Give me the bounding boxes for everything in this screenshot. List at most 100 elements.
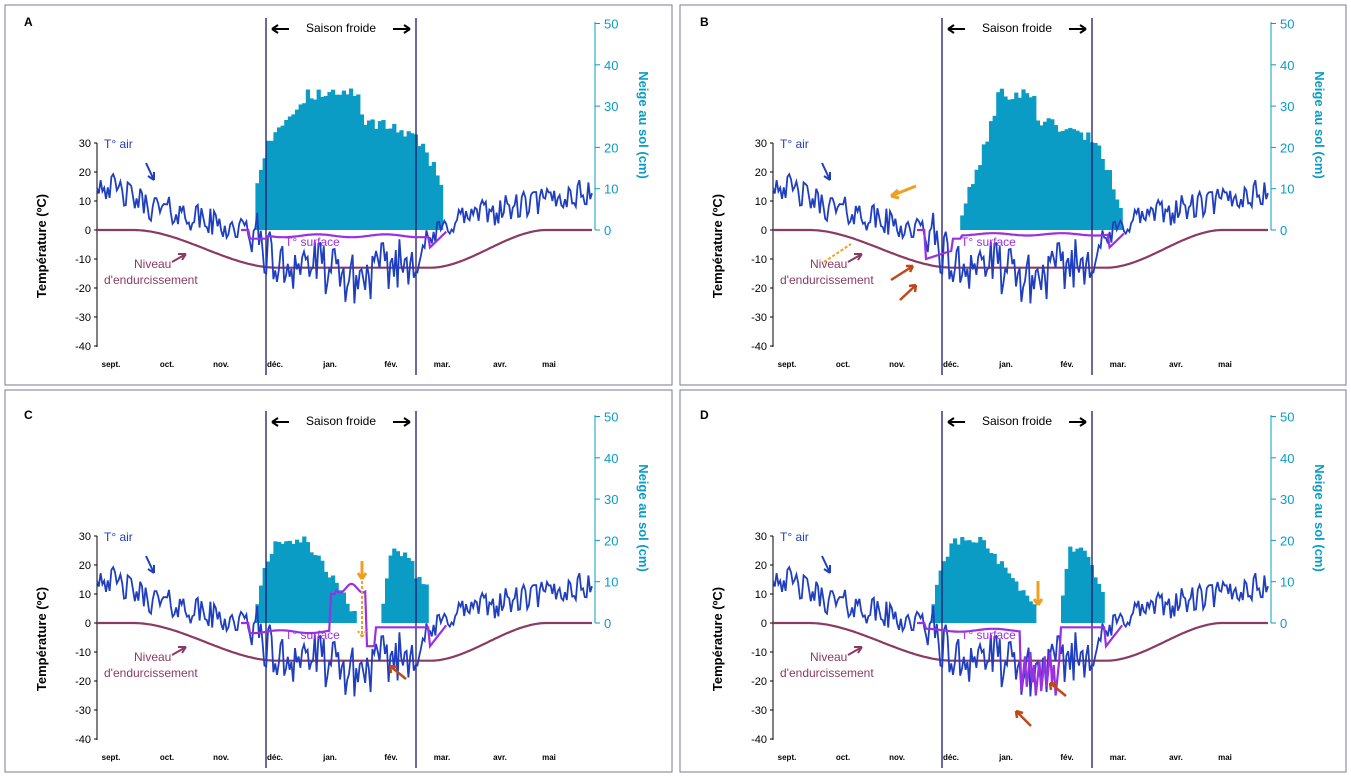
- season-arrow-right: [393, 24, 411, 34]
- y-right-tick-label: 0: [604, 616, 611, 631]
- y-left-tick-label: -20: [75, 283, 91, 295]
- y-right-tick-label: 20: [1280, 533, 1294, 548]
- snow-bar: [945, 556, 950, 623]
- snow-bar: [359, 114, 364, 230]
- season-label: Saison froide: [306, 414, 376, 428]
- snow-bar: [305, 542, 310, 623]
- surface-temp-line: [917, 621, 1124, 696]
- snow-bar: [280, 543, 285, 623]
- y-right-tick-label: 40: [604, 451, 618, 466]
- red-arrow: [1048, 681, 1067, 697]
- y-left-tick-label: -10: [751, 647, 767, 659]
- panel-D: D 30 20 10 0 -10 -20 -30 -40 Température (ºC) 50 40…: [700, 408, 1327, 768]
- snow-bar: [1021, 89, 1026, 230]
- panel-frame: [4, 389, 673, 773]
- snow-bar: [331, 89, 336, 230]
- snow-bar: [406, 131, 411, 230]
- snow-bar: [388, 555, 393, 623]
- snow-bar: [345, 94, 350, 231]
- snow-bar: [1025, 595, 1030, 623]
- month-label: oct.: [160, 753, 174, 762]
- snow-bar: [1014, 581, 1019, 623]
- month-label: nov.: [213, 360, 229, 369]
- y-left-tick-label: -20: [75, 676, 91, 688]
- air-label: T° air: [780, 530, 809, 544]
- snow-bar: [1086, 132, 1091, 230]
- snow-bar: [992, 553, 997, 623]
- hardening-label-2: d'endurcissement: [104, 273, 198, 287]
- snow-bar: [313, 555, 318, 623]
- snow-bar: [385, 128, 390, 230]
- snow-bar: [1104, 170, 1109, 230]
- snow-bar: [370, 119, 375, 230]
- snow-bar: [417, 146, 422, 230]
- snow-bar: [971, 542, 976, 623]
- hardening-label-arrow: [847, 253, 863, 263]
- snow-bar: [974, 169, 979, 230]
- snow-bar: [1107, 170, 1112, 230]
- snow-bar: [1097, 583, 1102, 623]
- y-left-tick-label: 0: [761, 618, 767, 630]
- y-right-tick-label: 10: [604, 182, 618, 197]
- snow-bar: [262, 567, 267, 623]
- season-label: Saison froide: [306, 21, 376, 35]
- snow-bar: [421, 143, 426, 230]
- snow-bar: [960, 537, 965, 623]
- air-temp-line: [96, 172, 593, 304]
- month-label: mai: [1218, 360, 1232, 369]
- hardening-label-2: d'endurcissement: [780, 273, 874, 287]
- snow-bar: [327, 92, 332, 231]
- month-label: oct.: [836, 360, 850, 369]
- season-arrow-right: [1069, 417, 1087, 427]
- hardening-line: [773, 228, 1268, 269]
- snow-bar: [1064, 129, 1069, 230]
- snow-bar: [1017, 590, 1022, 623]
- snow-bar: [960, 215, 965, 230]
- season-arrow-left: [271, 24, 289, 34]
- snow-bar: [273, 541, 278, 623]
- surface-temp-line: [241, 228, 447, 250]
- snow-bar: [381, 603, 386, 623]
- snow-bar: [410, 133, 415, 230]
- snow-bar: [338, 590, 343, 623]
- snow-bar: [985, 141, 990, 230]
- snow-bar: [938, 570, 943, 623]
- snow-bar: [356, 94, 361, 231]
- snow-bar: [298, 104, 303, 230]
- snow-bar: [392, 123, 397, 230]
- panel-letter: D: [700, 408, 709, 422]
- snow-bar: [334, 94, 339, 230]
- snow-bar: [424, 584, 429, 623]
- snow-bar: [298, 542, 303, 623]
- snow-bar: [287, 540, 292, 623]
- snow-bar: [284, 119, 289, 230]
- panel-letter: B: [700, 15, 709, 29]
- air-label-arrow: [145, 162, 155, 181]
- month-label: mar.: [434, 360, 450, 369]
- snow-bar: [1010, 578, 1015, 623]
- hardening-label-1: Niveau: [810, 257, 847, 271]
- month-label: nov.: [889, 360, 905, 369]
- panel-letter: C: [24, 408, 33, 422]
- snow-bar: [349, 611, 354, 623]
- snow-bar: [280, 125, 285, 230]
- snow-bar: [1028, 97, 1033, 230]
- snow-bar: [1115, 199, 1120, 230]
- y-right-tick-label: 50: [604, 17, 618, 32]
- hardening-label-2: d'endurcissement: [780, 666, 874, 680]
- y-right-tick-label: 40: [604, 58, 618, 73]
- snow-bar: [1100, 591, 1105, 623]
- y-left-tick-label: 20: [755, 167, 767, 179]
- month-label: jan.: [322, 753, 337, 762]
- season-arrow-left: [947, 417, 965, 427]
- y-right-axis-label: Neige au sol (cm): [1312, 71, 1327, 179]
- snow-bar: [1061, 130, 1066, 230]
- snow-bar: [953, 538, 958, 623]
- y-left-tick-label: 0: [85, 225, 91, 237]
- snow-bar: [967, 540, 972, 623]
- snow-bar: [309, 552, 314, 623]
- snow-bar: [367, 120, 372, 230]
- snow-bar: [327, 577, 332, 623]
- snow-bar: [269, 140, 274, 230]
